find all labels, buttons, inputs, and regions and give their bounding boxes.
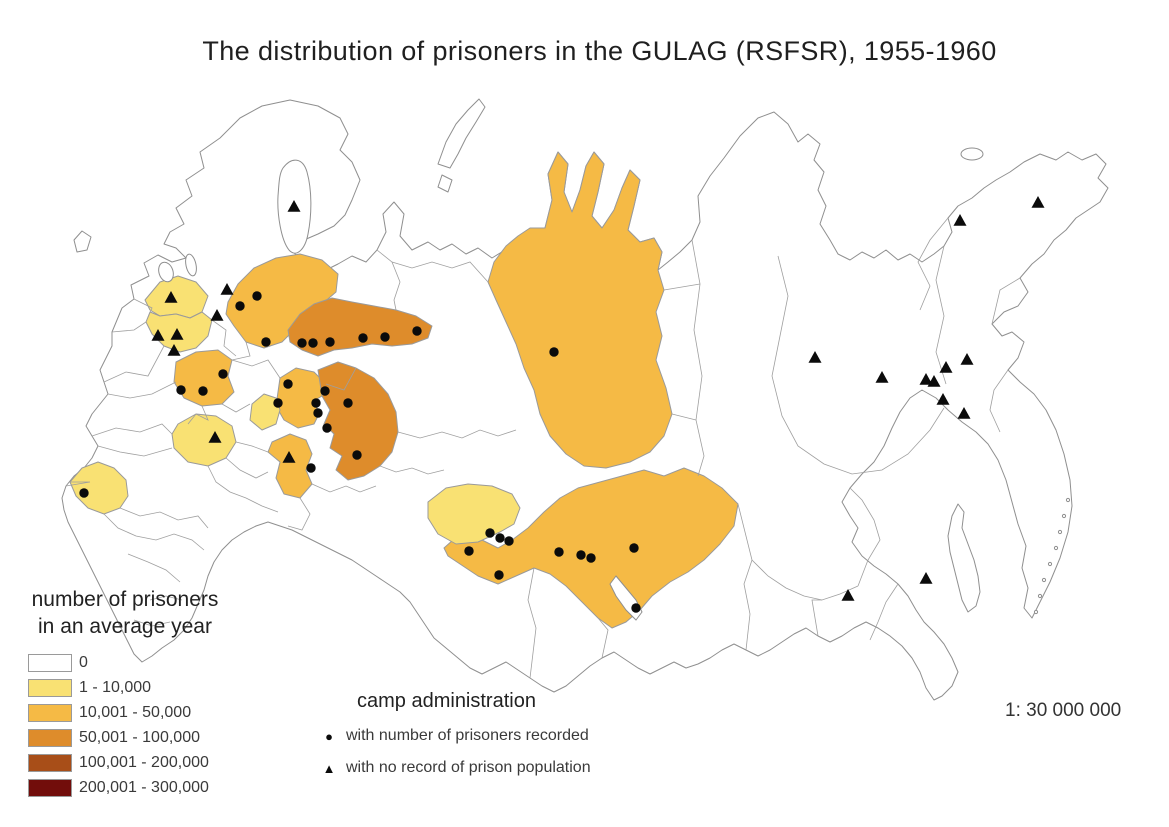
camp-triangle-marker	[1031, 196, 1045, 208]
legend-item: 200,001 - 300,000	[28, 776, 240, 801]
camp-dot-marker	[554, 547, 564, 557]
camp-dot-marker	[79, 488, 89, 498]
camp-dot-marker	[358, 333, 368, 343]
camp-dot-marker	[308, 338, 318, 348]
camp-triangle-marker	[167, 344, 181, 356]
camp-admin-item: ▲ with no record of prison population	[312, 759, 652, 777]
camp-triangle-marker	[936, 393, 950, 405]
camp-dot-marker	[629, 543, 639, 553]
camp-triangle-marker	[927, 375, 941, 387]
triangle-icon: ▲	[322, 760, 336, 776]
camp-triangle-marker	[170, 328, 184, 340]
camp-dot-marker	[235, 301, 245, 311]
region-udmurt	[249, 393, 281, 431]
legend-item: 1 - 10,000	[28, 676, 240, 701]
camp-dot-marker	[504, 536, 514, 546]
island-novaya-zemlya-south	[437, 174, 453, 193]
camp-dot-marker	[576, 550, 586, 560]
camp-admin-legend: camp administration ● with number of pri…	[312, 690, 652, 777]
camp-triangle-marker	[808, 351, 822, 363]
camp-triangle-marker	[919, 572, 933, 584]
camp-triangle-marker	[287, 200, 301, 212]
camp-dot-marker	[586, 553, 596, 563]
legend-swatch	[28, 754, 72, 773]
legend-swatch	[28, 729, 72, 748]
camp-dot-marker	[313, 408, 323, 418]
camp-triangle-marker	[841, 589, 855, 601]
camp-dot-marker	[464, 546, 474, 556]
camp-dot-marker	[273, 398, 283, 408]
kuril-islands	[1033, 497, 1071, 615]
camp-triangle-marker	[939, 361, 953, 373]
camp-dot-marker	[261, 337, 271, 347]
page-title: The distribution of prisoners in the GUL…	[202, 36, 997, 66]
camp-triangle-marker	[875, 371, 889, 383]
region-komi	[287, 297, 433, 357]
camp-dot-marker	[495, 533, 505, 543]
camp-dot-marker	[252, 291, 262, 301]
map-scale: 1: 30 000 000	[1005, 700, 1122, 721]
legend-swatch	[28, 779, 72, 798]
camp-dot-marker	[311, 398, 321, 408]
choropleth-legend: number of prisoners in an average year 0…	[10, 586, 240, 801]
camp-dot-marker	[412, 326, 422, 336]
legend-swatch	[28, 679, 72, 698]
camp-triangle-marker	[960, 353, 974, 365]
camp-dot-marker	[297, 338, 307, 348]
camp-dot-marker	[343, 398, 353, 408]
camp-dot-marker	[549, 347, 559, 357]
island-west-detached	[73, 230, 92, 253]
legend-title: number of prisoners in an average year	[31, 588, 219, 639]
island-sakhalin	[947, 503, 981, 613]
camp-triangle-marker	[210, 309, 224, 321]
island-novaya-zemlya	[437, 98, 486, 169]
legend-item: 0	[28, 651, 240, 676]
legend-swatch	[28, 704, 72, 723]
legend-item: 10,001 - 50,000	[28, 701, 240, 726]
region-novosibirsk	[427, 483, 521, 545]
region-sverdlovsk	[317, 361, 399, 481]
camp-dot-marker	[485, 528, 495, 538]
legend-rows: 0 1 - 10,000 10,001 - 50,000 50,001 - 10…	[10, 651, 240, 801]
camp-dot-marker	[380, 332, 390, 342]
camp-dot-marker	[218, 369, 228, 379]
camp-triangle-marker	[957, 407, 971, 419]
legend-item: 100,001 - 200,000	[28, 751, 240, 776]
camp-triangle-marker	[953, 214, 967, 226]
dot-icon: ●	[325, 728, 333, 744]
camp-dot-marker	[325, 337, 335, 347]
camp-triangle-marker	[220, 283, 234, 295]
camp-dot-marker	[494, 570, 504, 580]
camp-admin-title: camp administration	[357, 690, 536, 712]
camp-dot-marker	[198, 386, 208, 396]
lake-onega	[185, 253, 197, 277]
camp-triangle-marker	[151, 329, 165, 341]
camp-triangle-marker	[164, 291, 178, 303]
camp-triangle-marker	[208, 431, 222, 443]
camp-dot-marker	[176, 385, 186, 395]
camp-dot-marker	[322, 423, 332, 433]
island-wrangel	[960, 147, 984, 161]
camp-dot-marker	[306, 463, 316, 473]
camp-dot-marker	[283, 379, 293, 389]
camp-dot-marker	[320, 386, 330, 396]
region-krasnodar	[69, 461, 129, 515]
camp-triangle-marker	[282, 451, 296, 463]
camp-triangle-marker	[919, 373, 933, 385]
camp-markers	[79, 196, 1045, 613]
camp-admin-item: ● with number of prisoners recorded	[312, 727, 652, 745]
camp-dot-marker	[631, 603, 641, 613]
region-bashkir	[267, 433, 313, 499]
legend-item: 50,001 - 100,000	[28, 726, 240, 751]
legend-swatch	[28, 654, 72, 673]
lake-ladoga	[158, 261, 174, 283]
camp-dot-marker	[352, 450, 362, 460]
